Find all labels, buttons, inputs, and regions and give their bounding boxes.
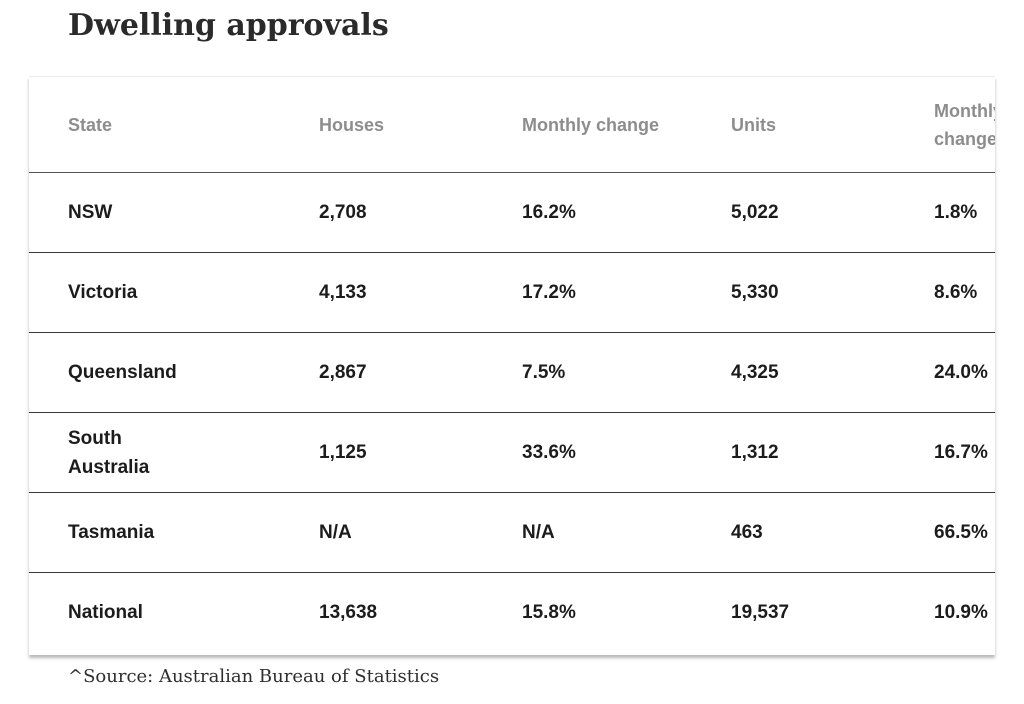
source-note: ^Source: Australian Bureau of Statistics [68, 666, 440, 687]
state-name: Tasmania [68, 522, 155, 543]
units-cell: 5,330 [691, 252, 894, 333]
units-cell: 4,325 [691, 332, 894, 413]
houses-cell: 2,867 [279, 332, 482, 413]
units-cell: 1,312 [691, 412, 894, 493]
state-name: NSW [68, 202, 113, 223]
units-change-cell: 8.6% [894, 252, 995, 333]
houses-cell: 2,708 [279, 172, 482, 253]
state-cell: Tasmania [29, 492, 279, 573]
table-row: NSW 2,708 16.2% 5,022 1.8% [29, 172, 995, 253]
column-header-units-monthly-change: Monthly change [894, 77, 995, 173]
houses-cell: 1,125 [279, 412, 482, 493]
units-cell: 19,537 [731, 602, 790, 623]
houses-cell: 13,638 [319, 602, 378, 623]
state-cell: NSW [29, 172, 279, 253]
table-row-total: National 13,638 15.8% 19,537 10.9% [29, 573, 995, 653]
page-title: Dwelling approvals [68, 8, 389, 43]
column-header-state: State [29, 77, 279, 173]
houses-change-cell: 15.8% [522, 602, 576, 623]
houses-cell: 4,133 [279, 252, 482, 333]
units-change-cell: 1.8% [894, 172, 995, 253]
table-row: Tasmania N/A N/A 463 66.5% [29, 492, 995, 573]
dwelling-approvals-table: State Houses Monthly change Units Monthl… [29, 77, 995, 652]
units-change-cell: 16.7% [894, 412, 995, 493]
state-name: Victoria [68, 282, 138, 303]
column-header-houses-monthly-change: Monthly change [482, 77, 691, 173]
table-row: Victoria 4,133 17.2% 5,330 8.6% [29, 252, 995, 333]
column-header-houses: Houses [279, 77, 482, 173]
houses-change-cell: 33.6% [482, 412, 691, 493]
houses-change-cell: 16.2% [482, 172, 691, 253]
units-change-cell: 66.5% [894, 492, 995, 573]
houses-cell: N/A [279, 492, 482, 573]
table-row: South Australia 1,125 33.6% 1,312 16.7% [29, 412, 995, 493]
units-cell: 5,022 [691, 172, 894, 253]
houses-change-cell: N/A [482, 492, 691, 573]
units-cell: 463 [691, 492, 894, 573]
houses-change-cell: 7.5% [482, 332, 691, 413]
state-cell: South Australia [29, 412, 279, 493]
state-cell: National [29, 573, 279, 653]
state-cell: Queensland [29, 332, 279, 413]
units-change-cell: 10.9% [934, 602, 988, 623]
state-name: National [68, 602, 143, 623]
state-name: South Australia [68, 427, 150, 478]
dwelling-approvals-table-card[interactable]: State Houses Monthly change Units Monthl… [29, 76, 995, 655]
state-cell: Victoria [29, 252, 279, 333]
houses-change-cell: 17.2% [482, 252, 691, 333]
units-change-cell: 24.0% [894, 332, 995, 413]
table-header-row: State Houses Monthly change Units Monthl… [29, 77, 995, 173]
column-header-units: Units [691, 77, 894, 173]
table-row: Queensland 2,867 7.5% 4,325 24.0% [29, 332, 995, 413]
state-name: Queensland [68, 362, 177, 383]
